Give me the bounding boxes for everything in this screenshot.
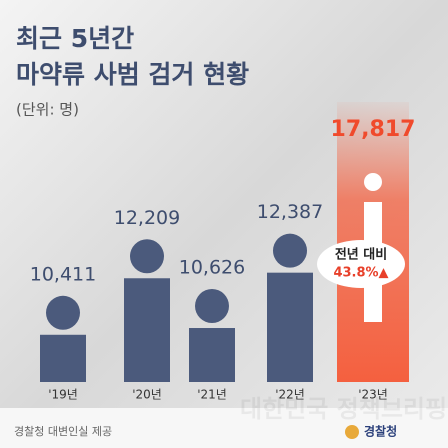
value-label: 10,411 — [30, 263, 96, 285]
person-head — [273, 233, 307, 268]
value-label: 10,626 — [179, 257, 245, 279]
value-label: 12,387 — [257, 201, 323, 223]
annotation-text: 43.8%▲ — [333, 266, 388, 281]
bar — [267, 272, 313, 382]
person-head — [130, 239, 164, 274]
logo: 경찰청 — [364, 424, 397, 439]
value-label: 12,209 — [114, 207, 180, 229]
x-tick-label: '23년 — [358, 388, 388, 402]
watermark: 대한민국 정책브리핑 — [240, 395, 447, 423]
x-tick-label: '19년 — [48, 388, 78, 402]
annotation-title: 전년 대비 — [335, 247, 387, 263]
x-tick-label: '20년 — [132, 388, 162, 402]
bar — [189, 328, 235, 382]
footer-bg — [0, 408, 448, 448]
title: 최근 5년간 — [16, 24, 134, 53]
bar — [124, 278, 170, 382]
annotation-bubble — [317, 240, 405, 288]
person-head — [195, 289, 229, 324]
unit-label: (단위: 명) — [16, 101, 79, 119]
subtitle: 마약류 사범 검거 현황 — [16, 60, 249, 89]
person-head — [364, 173, 382, 191]
source: 경찰청 대변인실 제공 — [14, 425, 112, 438]
person-head — [46, 295, 80, 330]
logo-icon — [345, 425, 359, 439]
x-tick-label: '22년 — [275, 388, 305, 402]
x-tick-label: '21년 — [197, 388, 227, 402]
value-label: 17,817 — [331, 117, 416, 142]
bar — [40, 334, 86, 382]
